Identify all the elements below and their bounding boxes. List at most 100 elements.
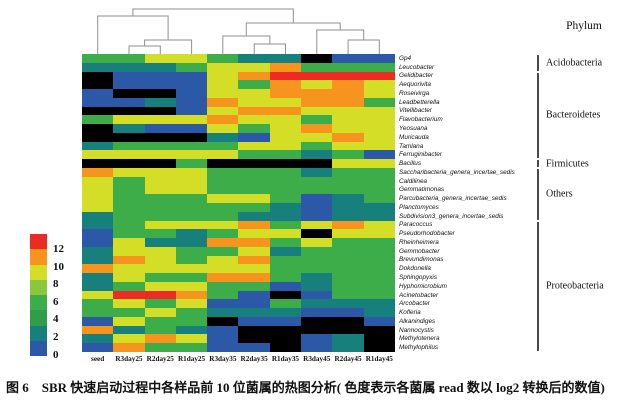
heatmap-cell — [175, 238, 208, 247]
heatmap-cell — [175, 255, 208, 265]
heatmap-cell — [301, 343, 333, 352]
column-label: R2day35 — [240, 355, 268, 363]
heatmap-cell — [363, 220, 395, 230]
phylum-bracket-line — [537, 55, 539, 71]
heatmap-cell — [332, 334, 364, 344]
column-label: R1day45 — [365, 355, 393, 363]
heatmap-cell — [82, 308, 114, 317]
heatmap-cell — [238, 115, 270, 125]
heatmap-cell — [144, 159, 176, 168]
heatmap-cell — [301, 176, 333, 186]
heatmap-cell — [175, 211, 208, 221]
heatmap-cell — [82, 202, 114, 212]
heatmap-cell — [113, 185, 145, 195]
heatmap-cell — [82, 238, 114, 247]
row-label: Kofleria — [399, 309, 421, 317]
heatmap-cell — [269, 290, 302, 300]
heatmap-cell — [144, 229, 176, 239]
heatmap-cell — [144, 273, 176, 282]
heatmap-cell — [332, 246, 364, 256]
row-label: Sphingopyxis — [399, 274, 438, 282]
heatmap-cell — [238, 281, 270, 291]
heatmap-cell — [207, 159, 239, 168]
heatmap-cell — [238, 334, 270, 344]
heatmap-cell — [301, 54, 333, 63]
heatmap-cell — [207, 62, 239, 72]
heatmap-cell — [238, 167, 270, 177]
row-label: Parcubacteria_genera_incertae_sedis — [399, 195, 507, 203]
heatmap-cell — [363, 176, 395, 186]
heatmap-cell — [175, 220, 208, 230]
heatmap-cell — [207, 202, 239, 212]
heatmap-cell — [175, 299, 208, 309]
heatmap-cell — [332, 97, 364, 107]
heatmap-cell — [175, 141, 208, 151]
color-scale-tick-label: 4 — [53, 313, 59, 326]
heatmap-cell — [113, 281, 145, 291]
heatmap-cell — [207, 255, 239, 265]
heatmap-cell — [301, 299, 333, 309]
heatmap-cell — [238, 80, 270, 90]
heatmap-cell — [207, 316, 239, 326]
row-label: Rheinheimera — [399, 238, 439, 246]
heatmap-cell — [363, 141, 395, 151]
heatmap-cell — [144, 185, 176, 195]
heatmap-cell — [332, 316, 364, 326]
heatmap-cell — [175, 115, 208, 125]
heatmap-cell — [332, 132, 364, 142]
heatmap-cell — [82, 334, 114, 344]
heatmap-cell — [82, 132, 114, 142]
heatmap-cell — [238, 211, 270, 221]
heatmap-cell — [238, 255, 270, 265]
row-label: Methylotenera — [399, 335, 440, 343]
color-scale-bar — [30, 234, 47, 356]
heatmap-cell — [301, 255, 333, 265]
heatmap-cell — [175, 281, 208, 291]
heatmap-cell — [175, 316, 208, 326]
heatmap-cell — [363, 334, 395, 344]
heatmap-cell — [113, 229, 145, 239]
heatmap-cell — [363, 115, 395, 125]
heatmap-cell — [144, 89, 176, 98]
heatmap-cell — [175, 106, 208, 116]
heatmap-cell — [207, 264, 239, 274]
heatmap-cell — [363, 167, 395, 177]
heatmap-cell — [301, 229, 333, 239]
heatmap-cell — [82, 229, 114, 239]
heatmap-cell — [332, 167, 364, 177]
heatmap-cell — [207, 273, 239, 282]
heatmap-cell — [113, 54, 145, 63]
heatmap-cell — [113, 299, 145, 309]
heatmap-cell — [269, 89, 302, 98]
heatmap-cell — [238, 343, 270, 352]
heatmap-cell — [269, 281, 302, 291]
row-label: Brevundimonas — [399, 256, 444, 264]
heatmap-cell — [238, 176, 270, 186]
heatmap-cell — [238, 185, 270, 195]
heatmap-cell — [175, 229, 208, 239]
heatmap-cell — [363, 71, 395, 81]
heatmap-cell — [175, 325, 208, 335]
heatmap-cell — [301, 106, 333, 116]
color-scale-segment — [30, 340, 47, 356]
heatmap-cell — [113, 334, 145, 344]
heatmap-cell — [332, 115, 364, 125]
heatmap-cell — [238, 106, 270, 116]
heatmap-cell — [175, 334, 208, 344]
heatmap-cell — [301, 281, 333, 291]
heatmap-cell — [113, 115, 145, 125]
color-scale-segment — [30, 295, 47, 311]
row-label: Roseivirga — [399, 89, 430, 97]
heatmap-cell — [301, 141, 333, 151]
row-label: Leucobacter — [399, 63, 435, 71]
row-label: Yeosuana — [399, 125, 428, 132]
heatmap-cell — [113, 89, 145, 98]
heatmap-cell — [301, 264, 333, 274]
heatmap-cell — [207, 141, 239, 151]
heatmap-cell — [238, 89, 270, 98]
heatmap-cell — [301, 211, 333, 221]
heatmap-cell — [207, 80, 239, 90]
heatmap-cell — [144, 97, 176, 107]
heatmap-cell — [363, 211, 395, 221]
